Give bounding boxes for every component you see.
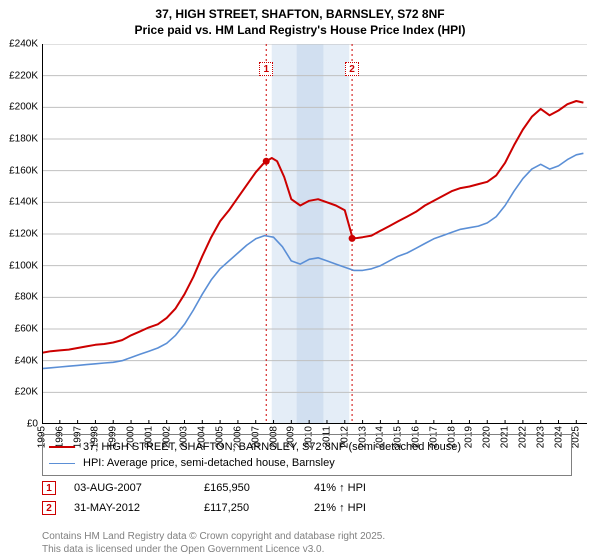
legend-swatch-0	[49, 446, 75, 448]
tx-marker-0: 1	[259, 62, 273, 76]
sale-date-0: 03-AUG-2007	[74, 482, 204, 494]
sale-price-1: £117,250	[204, 502, 314, 514]
legend-row-1: HPI: Average price, semi-detached house,…	[49, 455, 565, 471]
ytick-8: £160K	[9, 165, 38, 176]
sale-delta-1: 21% ↑ HPI	[314, 502, 366, 514]
chart-area: £0£20K£40K£60K£80K£100K£120K£140K£160K£1…	[42, 44, 587, 424]
sale-delta-0: 41% ↑ HPI	[314, 482, 366, 494]
legend-swatch-1	[49, 463, 75, 464]
sale-price-0: £165,950	[204, 482, 314, 494]
ytick-4: £80K	[15, 292, 38, 303]
sale-row-1: 2 31-MAY-2012£117,25021% ↑ HPI	[42, 498, 572, 518]
ytick-12: £240K	[9, 39, 38, 50]
title-line2: Price paid vs. HM Land Registry's House …	[0, 22, 600, 38]
footer: Contains HM Land Registry data © Crown c…	[42, 531, 572, 556]
sale-marker-0: 1	[42, 481, 56, 495]
legend-label-1: HPI: Average price, semi-detached house,…	[83, 457, 335, 469]
ytick-2: £40K	[15, 355, 38, 366]
ytick-11: £220K	[9, 70, 38, 81]
chart-svg	[42, 44, 587, 424]
ytick-7: £140K	[9, 197, 38, 208]
sales-block: 1 03-AUG-2007£165,95041% ↑ HPI 2 31-MAY-201…	[42, 478, 572, 518]
legend-box: 37, HIGH STREET, SHAFTON, BARNSLEY, S72 …	[42, 434, 572, 476]
footer-line1: Contains HM Land Registry data © Crown c…	[42, 531, 572, 544]
ytick-5: £100K	[9, 260, 38, 271]
ytick-9: £180K	[9, 134, 38, 145]
legend-row-0: 37, HIGH STREET, SHAFTON, BARNSLEY, S72 …	[49, 439, 565, 455]
ytick-1: £20K	[15, 387, 38, 398]
ytick-10: £200K	[9, 102, 38, 113]
legend-label-0: 37, HIGH STREET, SHAFTON, BARNSLEY, S72 …	[83, 441, 461, 453]
title-line1: 37, HIGH STREET, SHAFTON, BARNSLEY, S72 …	[0, 6, 600, 22]
sale-date-1: 31-MAY-2012	[74, 502, 204, 514]
ytick-3: £60K	[15, 324, 38, 335]
xtick-30: 2025	[571, 426, 582, 448]
sale-row-0: 1 03-AUG-2007£165,95041% ↑ HPI	[42, 478, 572, 498]
footer-line2: This data is licensed under the Open Gov…	[42, 544, 572, 557]
chart-container: 37, HIGH STREET, SHAFTON, BARNSLEY, S72 …	[0, 0, 600, 560]
tx-marker-1: 2	[345, 62, 359, 76]
ytick-6: £120K	[9, 229, 38, 240]
sale-marker-1: 2	[42, 501, 56, 515]
title-block: 37, HIGH STREET, SHAFTON, BARNSLEY, S72 …	[0, 0, 600, 38]
